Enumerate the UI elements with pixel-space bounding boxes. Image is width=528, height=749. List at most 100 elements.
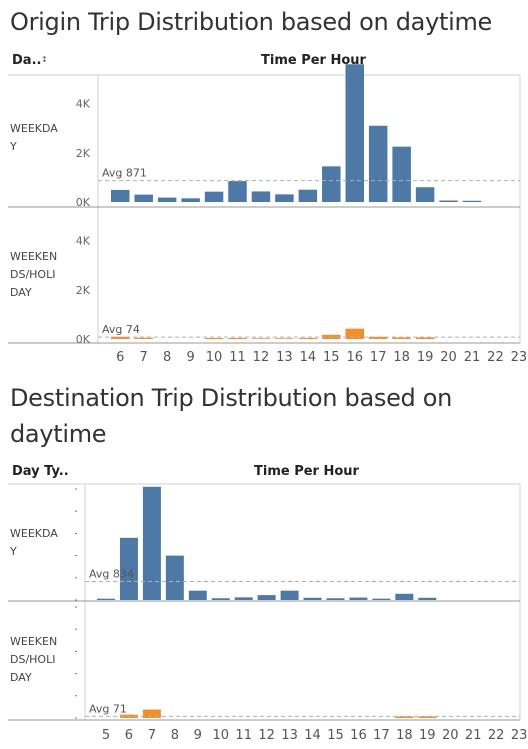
x-tick-label: 8 — [163, 350, 171, 365]
x-tick-label: 16 — [350, 728, 367, 743]
bar — [415, 337, 435, 339]
bar — [134, 337, 153, 339]
x-tick-label: 16 — [346, 350, 363, 365]
y-tick-label: 0K — [76, 333, 91, 346]
x-tick-label: 22 — [488, 728, 505, 743]
x-tick-label: 5 — [102, 728, 110, 743]
row-label-line: DAY — [10, 671, 32, 684]
x-tick-label: 7 — [148, 728, 156, 743]
avg-label: Avg 74 — [102, 323, 140, 336]
bar — [97, 598, 115, 600]
chart2-row-label-weekend: WEEKEN DS/HOLI DAY — [10, 633, 74, 687]
avg-label: Avg 871 — [102, 167, 147, 180]
bar — [188, 590, 207, 600]
bar — [204, 191, 224, 202]
bar — [280, 590, 299, 600]
chart2-title-line-1: Destination Trip Distribution based on — [10, 384, 453, 412]
x-tick-label: 17 — [370, 350, 387, 365]
bar — [142, 709, 161, 718]
x-tick-label: 8 — [171, 728, 179, 743]
bar — [211, 598, 230, 600]
bar — [134, 194, 153, 202]
x-tick-label: 10 — [206, 350, 223, 365]
x-tick-label: 15 — [323, 350, 340, 365]
x-tick-label: 20 — [440, 350, 457, 365]
bar — [228, 181, 247, 202]
bar — [119, 537, 138, 600]
chart2-title-line-2: daytime — [10, 420, 107, 448]
bar — [251, 338, 271, 339]
bar — [275, 338, 294, 339]
x-tick-label: 11 — [229, 350, 246, 365]
x-tick-label: 9 — [194, 728, 202, 743]
bar — [415, 187, 435, 202]
row-label-line: Y — [10, 545, 17, 558]
bar — [234, 597, 253, 600]
chart1-row-label-weekend: WEEKEN DS/HOLI DAY — [10, 248, 74, 302]
x-tick-label: 14 — [304, 728, 321, 743]
bar — [368, 336, 388, 339]
bar — [439, 200, 458, 202]
x-tick-label: 6 — [116, 350, 124, 365]
bar — [418, 597, 437, 600]
x-tick-label: 18 — [396, 728, 413, 743]
x-tick-label: 12 — [253, 350, 270, 365]
bar — [298, 338, 318, 339]
bar — [395, 716, 414, 718]
x-tick-label: 19 — [417, 350, 434, 365]
x-tick-label: 12 — [258, 728, 275, 743]
x-tick-label: 9 — [186, 350, 194, 365]
y-tick-label: 2K — [76, 284, 91, 297]
bar — [303, 597, 322, 600]
bar — [157, 197, 177, 202]
bar — [298, 189, 318, 202]
x-tick-label: 23 — [511, 728, 528, 743]
bar — [462, 200, 482, 202]
x-tick-label: 21 — [464, 350, 481, 365]
x-tick-label: 23 — [511, 350, 528, 365]
chart1-x-axis-title: Time Per Hour — [261, 53, 366, 68]
row-label-line: DAY — [10, 286, 32, 299]
bar — [326, 598, 345, 600]
bar — [257, 595, 276, 600]
bar — [368, 125, 388, 202]
y-tick-label: 4K — [76, 98, 91, 111]
chart1-row-label-weekday: WEEKDA Y — [10, 120, 74, 156]
bar — [418, 716, 437, 718]
x-tick-label: 6 — [125, 728, 133, 743]
x-tick-label: 22 — [487, 350, 504, 365]
chart2-x-axis-title: Time Per Hour — [254, 464, 359, 479]
x-tick-label: 20 — [442, 728, 459, 743]
sort-icon[interactable]: ↕ — [41, 55, 48, 64]
avg-label: Avg 71 — [89, 702, 127, 715]
bar — [165, 555, 184, 600]
chart2-dimension-header[interactable]: Day Ty.. — [12, 464, 69, 479]
chart1-dimension-header[interactable]: Da.. — [12, 53, 42, 68]
bar — [322, 166, 341, 202]
x-tick-label: 15 — [327, 728, 344, 743]
x-tick-label: 17 — [373, 728, 390, 743]
bar — [372, 598, 391, 600]
row-label-line: WEEKEN — [10, 635, 58, 648]
x-tick-label: 11 — [235, 728, 252, 743]
bar — [275, 194, 294, 202]
bar — [228, 338, 247, 339]
bar — [345, 328, 364, 339]
bar — [142, 486, 161, 600]
chart2-row-label-weekday: WEEKDA Y — [10, 525, 74, 561]
bar — [111, 189, 130, 202]
bar — [181, 198, 200, 202]
x-tick-label: 13 — [276, 350, 293, 365]
bar — [111, 336, 130, 339]
bar — [345, 64, 364, 203]
row-label-line: DS/HOLI — [10, 653, 56, 666]
x-tick-label: 14 — [300, 350, 317, 365]
row-label-line: WEEKDA — [10, 122, 58, 135]
x-tick-label: 21 — [465, 728, 482, 743]
bar — [392, 146, 411, 202]
chart1-title: Origin Trip Distribution based on daytim… — [10, 8, 493, 36]
y-tick-label: 2K — [76, 147, 91, 160]
row-label-line: Y — [10, 140, 17, 153]
bar — [204, 338, 224, 339]
